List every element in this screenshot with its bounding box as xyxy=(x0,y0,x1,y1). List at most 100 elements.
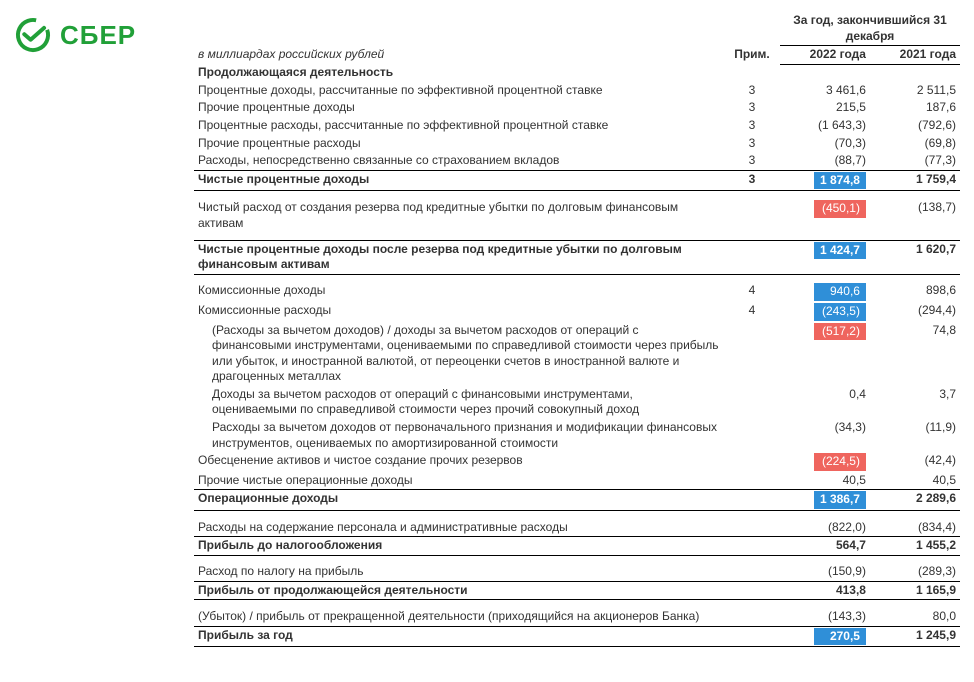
value-cell: 40,5 xyxy=(870,472,960,490)
row-label: Процентные расходы, рассчитанные по эффе… xyxy=(194,117,724,135)
note-cell: 3 xyxy=(724,170,780,191)
note-cell: 3 xyxy=(724,152,780,170)
value-cell: 0,4 xyxy=(780,386,870,419)
row-label: Чистые процентные доходы после резерва п… xyxy=(194,240,724,274)
value-cell: 270,5 xyxy=(780,626,870,647)
year1-header: 2022 года xyxy=(780,46,870,65)
note-header: Прим. xyxy=(724,46,780,65)
note-cell xyxy=(724,563,780,581)
total-row: Прибыль от продолжающейся деятельности 41… xyxy=(194,581,960,600)
note-cell: 3 xyxy=(724,82,780,100)
row-label: Чистый расход от создания резерва под кр… xyxy=(194,199,724,232)
sber-icon xyxy=(14,16,52,54)
value-cell: 1 165,9 xyxy=(870,581,960,600)
total-row: Прибыль до налогообложения564,71 455,2 xyxy=(194,537,960,556)
value-cell: (1 643,3) xyxy=(780,117,870,135)
income-statement: За год, закончившийся 31 декабря в милли… xyxy=(194,12,960,647)
table-row: Прочие чистые операционные доходы 40,540,… xyxy=(194,472,960,490)
value-cell: (822,0) xyxy=(780,519,870,537)
row-label: Прибыль до налогообложения xyxy=(194,537,724,556)
row-label: Прибыль от продолжающейся деятельности xyxy=(194,581,724,600)
note-cell: 4 xyxy=(724,302,780,322)
value-cell: 187,6 xyxy=(870,99,960,117)
row-label: Прочие процентные доходы xyxy=(194,99,724,117)
value-cell: (834,4) xyxy=(870,519,960,537)
note-cell xyxy=(724,608,780,626)
section-row: Продолжающаяся деятельность xyxy=(194,64,960,82)
value-cell: 1 874,8 xyxy=(780,170,870,191)
note-cell xyxy=(724,490,780,511)
brand-logo: СБЕР xyxy=(14,12,174,54)
value-cell: 215,5 xyxy=(780,99,870,117)
value-cell: (88,7) xyxy=(780,152,870,170)
value-cell: 1 386,7 xyxy=(780,490,870,511)
row-label: Прочие процентные расходы xyxy=(194,135,724,153)
row-label: Прибыль за год xyxy=(194,626,724,647)
table-row: Прочие процентные доходы3215,5187,6 xyxy=(194,99,960,117)
value-cell: 1 620,7 xyxy=(870,240,960,274)
row-label: Расходы, непосредственно связанные со ст… xyxy=(194,152,724,170)
value-cell: 2 511,5 xyxy=(870,82,960,100)
value-cell: (138,7) xyxy=(870,199,960,232)
value-cell: 1 245,9 xyxy=(870,626,960,647)
table-row: Расходы на содержание персонала и админи… xyxy=(194,519,960,537)
note-cell xyxy=(724,581,780,600)
value-cell: (143,3) xyxy=(780,608,870,626)
value-cell: (42,4) xyxy=(870,452,960,472)
table-row: (Расходы за вычетом доходов) / доходы за… xyxy=(194,322,960,386)
value-cell: (11,9) xyxy=(870,419,960,452)
row-label: Комиссионные расходы xyxy=(194,302,724,322)
row-label: Процентные доходы, рассчитанные по эффек… xyxy=(194,82,724,100)
value-cell: 74,8 xyxy=(870,322,960,386)
value-cell: (517,2) xyxy=(780,322,870,386)
total-row: Чистые процентные доходы после резерва п… xyxy=(194,240,960,274)
table-row: Чистый расход от создания резерва под кр… xyxy=(194,199,960,232)
value-cell: 3 461,6 xyxy=(780,82,870,100)
note-cell xyxy=(724,472,780,490)
year2-header: 2021 года xyxy=(870,46,960,65)
value-cell: (450,1) xyxy=(780,199,870,232)
note-cell xyxy=(724,452,780,472)
note-cell xyxy=(724,519,780,537)
value-cell: (792,6) xyxy=(870,117,960,135)
note-cell: 3 xyxy=(724,135,780,153)
total-row: Операционные доходы1 386,72 289,6 xyxy=(194,490,960,511)
value-cell: (224,5) xyxy=(780,452,870,472)
value-cell: 3,7 xyxy=(870,386,960,419)
row-label: (Расходы за вычетом доходов) / доходы за… xyxy=(194,322,724,386)
row-label: Чистые процентные доходы xyxy=(194,170,724,191)
table-row: Процентные расходы, рассчитанные по эффе… xyxy=(194,117,960,135)
row-label: Обесценение активов и чистое создание пр… xyxy=(194,452,724,472)
value-cell: 564,7 xyxy=(780,537,870,556)
note-cell xyxy=(724,199,780,232)
row-label: Комиссионные доходы xyxy=(194,282,724,302)
note-cell xyxy=(724,386,780,419)
total-row: Чистые процентные доходы31 874,81 759,4 xyxy=(194,170,960,191)
value-cell: (150,9) xyxy=(780,563,870,581)
value-cell xyxy=(870,64,960,82)
table-row: (Убыток) / прибыль от прекращенной деяте… xyxy=(194,608,960,626)
row-label: Расходы за вычетом доходов от первоначал… xyxy=(194,419,724,452)
value-cell: 80,0 xyxy=(870,608,960,626)
table-row: Расходы за вычетом доходов от первоначал… xyxy=(194,419,960,452)
value-cell: (69,8) xyxy=(870,135,960,153)
value-cell: (77,3) xyxy=(870,152,960,170)
value-cell: 2 289,6 xyxy=(870,490,960,511)
value-cell: 40,5 xyxy=(780,472,870,490)
note-cell xyxy=(724,64,780,82)
value-cell: 1 424,7 xyxy=(780,240,870,274)
brand-name: СБЕР xyxy=(60,20,136,51)
value-cell: (289,3) xyxy=(870,563,960,581)
row-label: Прочие чистые операционные доходы xyxy=(194,472,724,490)
note-cell xyxy=(724,419,780,452)
total-row: Прибыль за год 270,51 245,9 xyxy=(194,626,960,647)
value-cell: 413,8 xyxy=(780,581,870,600)
table-row: Комиссионные доходы4940,6898,6 xyxy=(194,282,960,302)
row-label: Расход по налогу на прибыль xyxy=(194,563,724,581)
page: СБЕР За год, закончившийся 31 декабря в … xyxy=(14,12,960,647)
value-cell: (294,4) xyxy=(870,302,960,322)
note-cell xyxy=(724,240,780,274)
table-row: Обесценение активов и чистое создание пр… xyxy=(194,452,960,472)
value-cell: 1 759,4 xyxy=(870,170,960,191)
table-row: Доходы за вычетом расходов от операций с… xyxy=(194,386,960,419)
